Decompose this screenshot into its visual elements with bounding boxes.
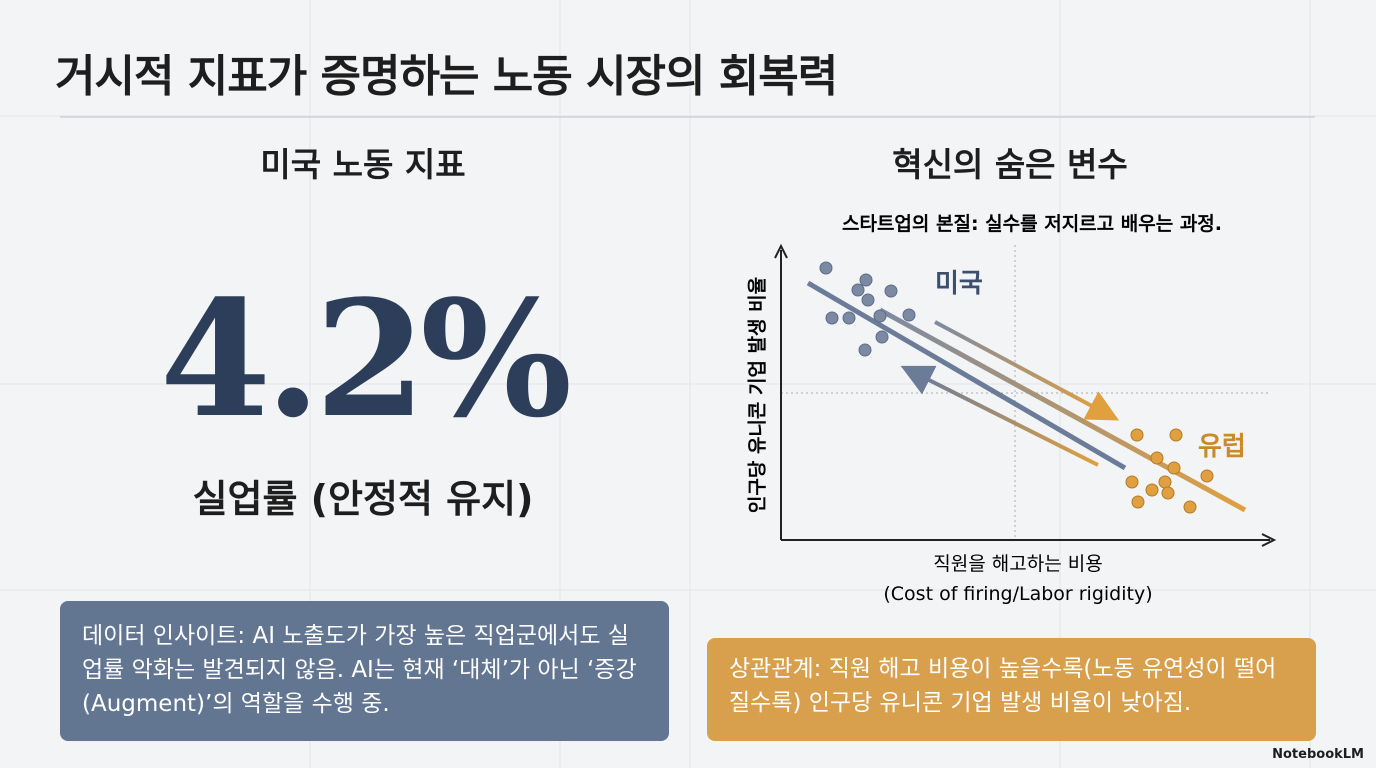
trend-line	[878, 307, 1247, 513]
europe-points	[1125, 428, 1214, 514]
us-points	[819, 261, 916, 357]
insight-box: 데이터 인사이트: AI 노출도가 가장 높은 직업군에서도 실업률 악화는 발…	[60, 601, 669, 741]
stat-value: 4.2%	[159, 265, 572, 453]
x-axis-sublabel: (Cost of firing/Labor rigidity)	[883, 583, 1152, 605]
trend-line	[806, 280, 1127, 471]
cluster-label: 유럽	[1198, 432, 1246, 462]
y-axis-label: 인구당 유니콘 기업 발생 비율	[747, 277, 769, 513]
x-axis	[781, 533, 1277, 547]
arrow	[900, 365, 1099, 467]
cluster-label: 미국	[935, 269, 983, 299]
y-axis	[774, 243, 788, 540]
x-axis-label: 직원을 해고하는 비용	[933, 553, 1102, 575]
stat-label: 실업률 (안정적 유지)	[192, 477, 534, 521]
title: 거시적 지표가 증명하는 노동 시장의 회복력	[55, 51, 838, 102]
chart-caption: 스타트업의 본질: 실수를 저지르고 배우는 과정.	[842, 213, 1222, 235]
left-heading: 미국 노동 지표	[260, 145, 466, 184]
arrow	[934, 320, 1120, 421]
insight-box: 상관관계: 직원 해고 비용이 높을수록(노동 유연성이 떨어질수록) 인구당 …	[707, 638, 1316, 741]
right-heading: 혁신의 숨은 변수	[892, 145, 1128, 184]
brand: NotebookLM	[1272, 747, 1364, 762]
